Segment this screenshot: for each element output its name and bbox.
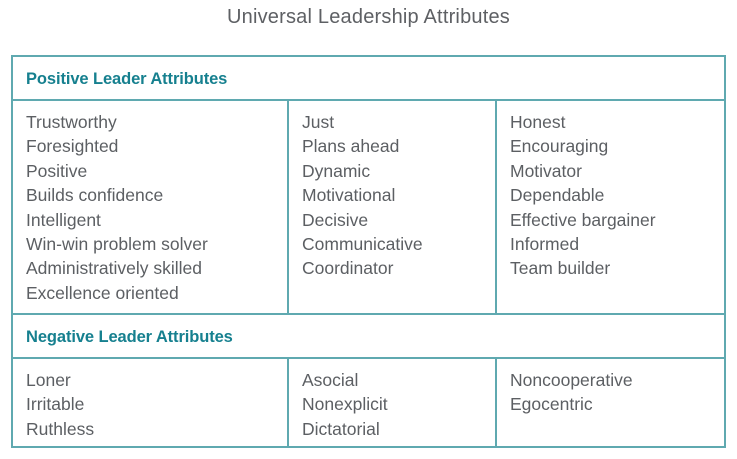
attribute-item: Foresighted	[26, 136, 119, 157]
attribute-item: Administratively skilled	[26, 258, 203, 279]
attribute-item: Nonexplicit	[302, 394, 388, 415]
attribute-item: Motivator	[510, 160, 582, 181]
attribute-item: Coordinator	[302, 258, 394, 279]
attribute-item: Communicative	[302, 234, 423, 255]
attribute-item: Asocial	[302, 370, 359, 390]
attribute-item: Win-win problem solver	[26, 234, 208, 255]
attribute-item: Team builder	[510, 258, 611, 279]
positive-column-3: Honest Encouraging Motivator Dependable Effe…	[510, 110, 656, 281]
negative-column-1: Loner Irritable Ruthless	[26, 368, 94, 441]
positive-column-divider-2	[495, 99, 497, 313]
section-divider	[13, 313, 724, 315]
attribute-item: Encouraging	[510, 136, 609, 157]
attribute-item: Dependable	[510, 185, 605, 206]
attribute-item: Plans ahead	[302, 136, 400, 157]
attribute-item: Positive	[26, 160, 88, 181]
attribute-item: Just	[302, 112, 335, 132]
negative-header-divider	[13, 357, 724, 359]
negative-column-2: Asocial Nonexplicit Dictatorial	[302, 368, 388, 441]
positive-column-1: Trustworthy Foresighted Positive Builds con…	[26, 110, 208, 305]
attribute-item: Noncooperative	[510, 370, 633, 390]
document-title: Universal Leadership Attributes	[226, 6, 511, 28]
attribute-item: Informed	[510, 234, 580, 255]
attribute-item: Honest	[510, 112, 566, 132]
attribute-item: Ruthless	[26, 418, 95, 439]
attribute-item: Intelligent	[26, 209, 101, 230]
attribute-item: Dictatorial	[302, 418, 380, 439]
attribute-item: Effective bargainer	[510, 209, 656, 230]
positive-column-2: Just Plans ahead Dynamic Motivational Decisi…	[302, 110, 423, 281]
attribute-item: Motivational	[302, 185, 396, 206]
negative-section-header: Negative Leader Attributes	[26, 327, 233, 346]
positive-header-divider	[13, 99, 724, 101]
positive-column-divider-1	[287, 99, 289, 313]
attribute-item: Irritable	[26, 394, 85, 415]
attribute-item: Decisive	[302, 209, 369, 230]
attribute-item: Builds confidence	[26, 185, 164, 206]
attribute-item: Excellence oriented	[26, 282, 179, 303]
attribute-item: Loner	[26, 370, 71, 390]
positive-section-header: Positive Leader Attributes	[26, 69, 228, 88]
attribute-item: Trustworthy	[26, 112, 117, 132]
negative-column-3: Noncooperative Egocentric	[510, 368, 633, 417]
negative-column-divider-2	[495, 357, 497, 448]
negative-column-divider-1	[287, 357, 289, 448]
attributes-table: Positive Leader Attributes Trustworthy Fo…	[11, 55, 726, 448]
attribute-item: Dynamic	[302, 160, 371, 181]
attribute-item: Egocentric	[510, 394, 593, 415]
